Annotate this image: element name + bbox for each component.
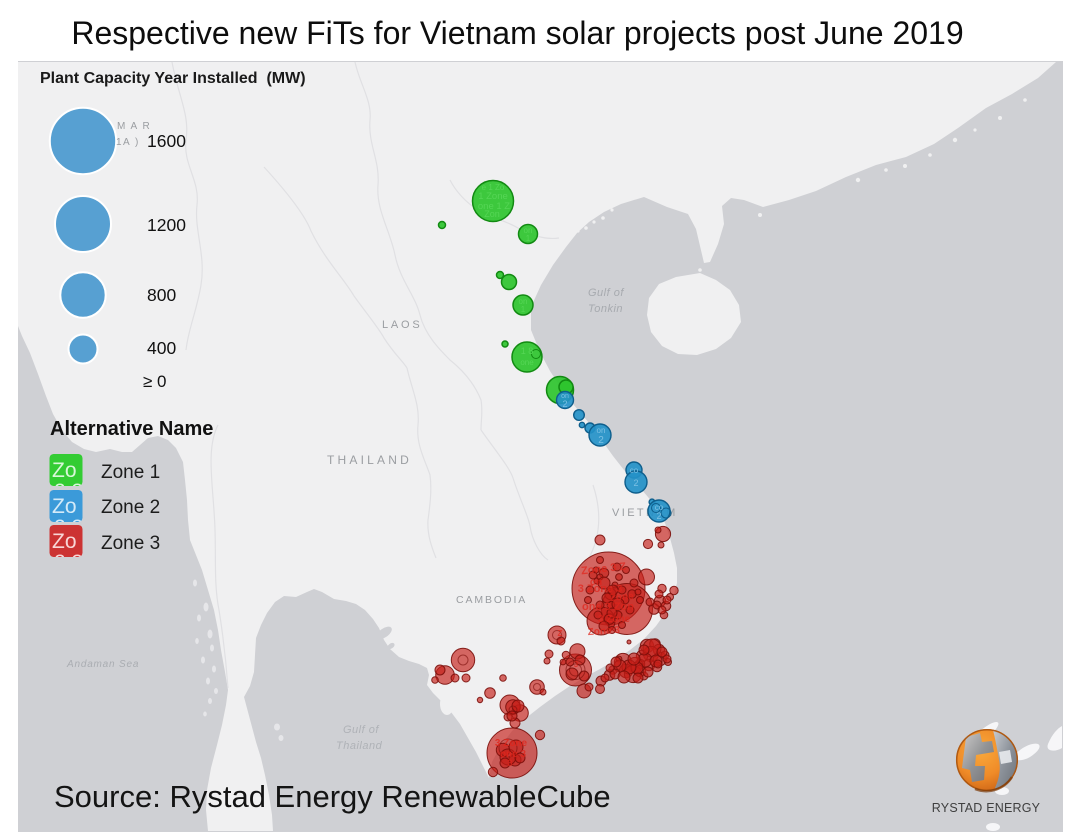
svg-text:2: 2: [656, 511, 661, 521]
svg-text:Thailand: Thailand: [336, 740, 383, 752]
svg-text:2 3: 2 3: [54, 480, 83, 503]
svg-text:one 3: one 3: [500, 749, 527, 760]
svg-text:co: co: [630, 466, 639, 475]
svg-text:Zone: Zone: [609, 591, 634, 604]
svg-text:co: co: [655, 503, 664, 512]
svg-text:2: 2: [633, 478, 638, 488]
svg-text:Zone 1: Zone 1: [101, 462, 160, 483]
svg-text:one 3 Zon: one 3 Zon: [582, 601, 634, 613]
svg-text:1 Zone: 1 Zone: [478, 191, 508, 202]
svg-text:Zon: Zon: [484, 209, 500, 219]
svg-text:LAOS: LAOS: [382, 319, 423, 331]
svg-text:e 1 Zo: e 1 Zo: [482, 183, 505, 192]
svg-text:1: 1: [521, 305, 526, 314]
svg-text:CAMBODIA: CAMBODIA: [456, 594, 527, 606]
svg-text:on: on: [590, 577, 602, 588]
svg-text:Zone 2: Zone 2: [101, 497, 160, 518]
svg-text:one 1 Z: one 1 Z: [478, 201, 510, 212]
svg-text:3 Zone 3: 3 Zone 3: [578, 583, 623, 595]
svg-text:3: 3: [507, 758, 512, 768]
svg-text:Tonkin: Tonkin: [588, 303, 623, 315]
svg-text:Z: Z: [558, 629, 563, 638]
svg-text:Alternative Name: Alternative Name: [50, 418, 213, 440]
svg-text:≥ 0: ≥ 0: [143, 372, 167, 391]
svg-text:1: 1: [526, 234, 531, 243]
svg-text:Gulf of: Gulf of: [588, 287, 624, 299]
svg-text:on: on: [561, 393, 569, 400]
svg-text:1600: 1600: [147, 131, 186, 151]
svg-text:800: 800: [147, 285, 176, 305]
svg-text:on: on: [524, 226, 533, 235]
svg-text:one: one: [520, 358, 534, 367]
svg-text:on: on: [597, 426, 606, 435]
svg-text:1A ): 1A ): [116, 137, 140, 148]
svg-text:M A R: M A R: [117, 121, 151, 132]
svg-text:Zone 3: Zone 3: [587, 625, 620, 638]
svg-text:2 3: 2 3: [54, 516, 83, 539]
svg-text:2: 2: [562, 399, 567, 409]
svg-text:2 3: 2 3: [54, 551, 83, 574]
svg-text:Plant Capacity Year Installed: Plant Capacity Year Installed (MW): [40, 70, 306, 87]
svg-text:2: 2: [598, 435, 604, 446]
svg-text:on: on: [519, 297, 528, 306]
svg-text:3 Zone: 3 Zone: [598, 614, 631, 625]
svg-text:Gulf of: Gulf of: [343, 724, 379, 736]
svg-text:Zo: Zo: [52, 459, 77, 482]
svg-text:Zo: Zo: [52, 530, 77, 553]
svg-text:400: 400: [147, 338, 176, 358]
svg-text:Andaman Sea: Andaman Sea: [66, 659, 139, 670]
svg-text:3 Zone: 3 Zone: [495, 738, 528, 749]
svg-text:1 8: 1 8: [521, 346, 534, 356]
svg-text:RYSTAD ENERGY: RYSTAD ENERGY: [932, 801, 1041, 815]
svg-text:3: 3: [574, 660, 579, 669]
svg-text:Zone 3 Z: Zone 3 Z: [581, 561, 628, 578]
svg-text:Zo: Zo: [52, 495, 77, 518]
svg-text:1200: 1200: [147, 215, 186, 235]
svg-text:THAILAND: THAILAND: [327, 453, 412, 467]
svg-text:Zone 3: Zone 3: [101, 533, 160, 554]
